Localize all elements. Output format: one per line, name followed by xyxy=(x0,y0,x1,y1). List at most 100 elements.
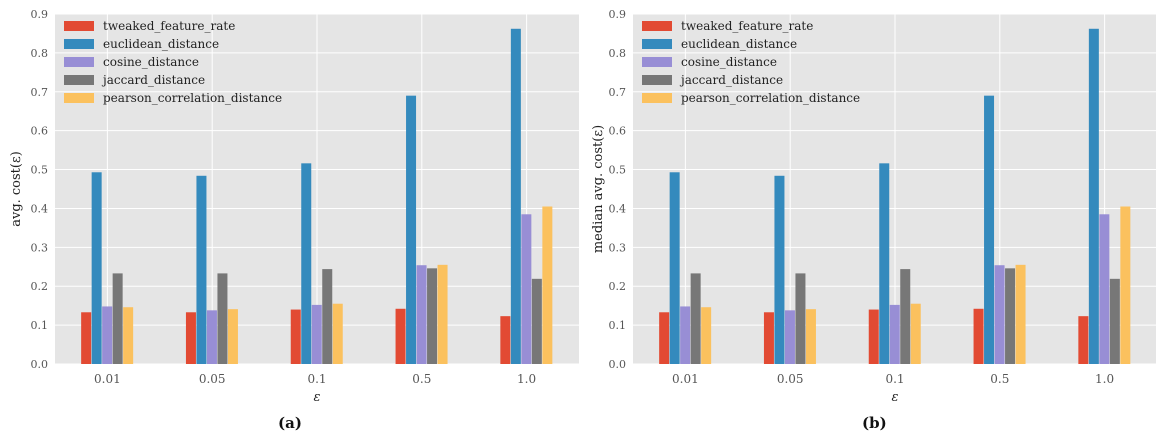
bar-euclidean-distance xyxy=(91,172,102,364)
x-tick-label: 1.0 xyxy=(1095,372,1114,386)
bar-tweaked-feature-rate xyxy=(395,308,406,364)
y-tick-label: 0.6 xyxy=(31,125,49,138)
legend-label: jaccard_distance xyxy=(101,73,205,87)
legend-swatch xyxy=(642,93,672,103)
legend-label: cosine_distance xyxy=(103,55,199,69)
bar-cosine-distance xyxy=(680,306,691,364)
y-tick-label: 0.1 xyxy=(609,319,627,332)
y-tick-label: 0.8 xyxy=(31,47,49,60)
legend-label: euclidean_distance xyxy=(681,37,797,51)
bar-euclidean-distance xyxy=(406,95,417,365)
bar-tweaked-feature-rate xyxy=(763,312,774,364)
legend-swatch xyxy=(64,39,94,49)
y-tick-label: 0.2 xyxy=(31,280,49,293)
y-tick-label: 0.5 xyxy=(609,164,627,177)
x-tick-label: 0.1 xyxy=(307,372,326,386)
bar-jaccard-distance xyxy=(1109,278,1120,364)
bar-pearson-correlation-distance xyxy=(332,303,343,364)
x-tick-label: 0.05 xyxy=(199,372,226,386)
bar-cosine-distance xyxy=(521,214,532,364)
bar-tweaked-feature-rate xyxy=(290,309,301,364)
bar-cosine-distance xyxy=(1099,214,1110,364)
bar-jaccard-distance xyxy=(531,278,542,364)
bar-jaccard-distance xyxy=(795,273,806,364)
bar-jaccard-distance xyxy=(427,268,438,364)
legend-swatch xyxy=(642,21,672,31)
bar-pearson-correlation-distance xyxy=(805,309,816,364)
y-tick-label: 0.5 xyxy=(31,164,49,177)
bar-pearson-correlation-distance xyxy=(1015,264,1026,364)
legend-swatch xyxy=(64,93,94,103)
x-tick-label: 0.5 xyxy=(412,372,431,386)
bar-euclidean-distance xyxy=(669,172,680,364)
legend-swatch xyxy=(64,57,94,67)
legend-label: pearson_correlation_distance xyxy=(681,91,860,105)
legend-label: tweaked_feature_rate xyxy=(103,19,235,33)
bar-tweaked-feature-rate xyxy=(81,312,92,364)
y-tick-label: 0.4 xyxy=(31,202,49,215)
legend-label: euclidean_distance xyxy=(103,37,219,51)
bar-euclidean-distance xyxy=(879,163,890,364)
caption-b: (b) xyxy=(862,414,887,432)
legend-label: tweaked_feature_rate xyxy=(681,19,813,33)
y-tick-label: 0.1 xyxy=(31,319,49,332)
chart-a-svg: 0.0 0.1 0.2 0.3 0.4 0.5 0.6 0.7 0.8 0.9 0.01 0.05 0.… xyxy=(9,8,579,405)
y-tick-label: 0.9 xyxy=(609,8,627,21)
bar-cosine-distance xyxy=(889,304,900,364)
bar-pearson-correlation-distance xyxy=(123,307,134,364)
x-tick-label: 0.05 xyxy=(777,372,804,386)
bar-pearson-correlation-distance xyxy=(227,309,238,364)
bar-pearson-correlation-distance xyxy=(701,307,712,364)
bar-cosine-distance xyxy=(311,304,322,364)
bar-euclidean-distance xyxy=(196,175,207,364)
bar-jaccard-distance xyxy=(112,273,123,364)
caption-a: (a) xyxy=(278,414,302,432)
bar-cosine-distance xyxy=(102,306,113,364)
y-tick-label: 0.7 xyxy=(609,86,627,99)
legend-swatch xyxy=(642,57,672,67)
bar-tweaked-feature-rate xyxy=(1078,316,1089,364)
bar-tweaked-feature-rate xyxy=(868,309,879,364)
bar-pearson-correlation-distance xyxy=(437,264,448,364)
y-tick-label: 0.0 xyxy=(31,358,49,371)
legend-label: jaccard_distance xyxy=(679,73,783,87)
bar-euclidean-distance xyxy=(1088,28,1099,365)
legend-swatch xyxy=(642,39,672,49)
y-tick-label: 0.3 xyxy=(31,241,49,254)
y-tick-label: 0.8 xyxy=(609,47,627,60)
x-tick-label: 0.1 xyxy=(885,372,904,386)
x-tick-label: 1.0 xyxy=(517,372,536,386)
bar-jaccard-distance xyxy=(322,269,333,364)
y-tick-label: 0.4 xyxy=(609,202,627,215)
y-axis-label: median avg. cost(ε) xyxy=(591,125,606,253)
legend-swatch xyxy=(64,75,94,85)
bar-cosine-distance xyxy=(206,310,217,364)
bar-tweaked-feature-rate xyxy=(659,312,670,364)
chart-panel-b: 0.0 0.1 0.2 0.3 0.4 0.5 0.6 0.7 0.8 0.9 0.01 0.05 0.… xyxy=(578,0,1156,441)
bar-jaccard-distance xyxy=(1005,268,1016,364)
chart-panel-a: 0.0 0.1 0.2 0.3 0.4 0.5 0.6 0.7 0.8 0.9 0.01 0.05 0.… xyxy=(9,8,579,432)
y-tick-label: 0.6 xyxy=(609,125,627,138)
legend-swatch xyxy=(642,75,672,85)
bar-cosine-distance xyxy=(994,265,1005,364)
bar-euclidean-distance xyxy=(984,95,995,365)
bar-jaccard-distance xyxy=(217,273,228,364)
bar-cosine-distance xyxy=(416,265,427,364)
bar-pearson-correlation-distance xyxy=(542,206,553,364)
y-tick-label: 0.3 xyxy=(609,241,627,254)
legend-label: pearson_correlation_distance xyxy=(103,91,282,105)
x-axis-label: ε xyxy=(892,390,899,405)
x-tick-label: 0.01 xyxy=(672,372,699,386)
y-tick-label: 0.0 xyxy=(609,358,627,371)
bar-tweaked-feature-rate xyxy=(185,312,196,364)
bar-cosine-distance xyxy=(784,310,795,364)
legend-label: cosine_distance xyxy=(681,55,777,69)
x-tick-label: 0.01 xyxy=(94,372,121,386)
y-tick-label: 0.9 xyxy=(31,8,49,21)
bar-tweaked-feature-rate xyxy=(973,308,984,364)
x-tick-label: 0.5 xyxy=(990,372,1009,386)
y-axis-label: avg. cost(ε) xyxy=(9,151,24,227)
bar-euclidean-distance xyxy=(774,175,785,364)
chart-b-svg: 0.0 0.1 0.2 0.3 0.4 0.5 0.6 0.7 0.8 0.9 0.01 0.05 0.… xyxy=(591,8,1156,405)
y-tick-label: 0.2 xyxy=(609,280,627,293)
